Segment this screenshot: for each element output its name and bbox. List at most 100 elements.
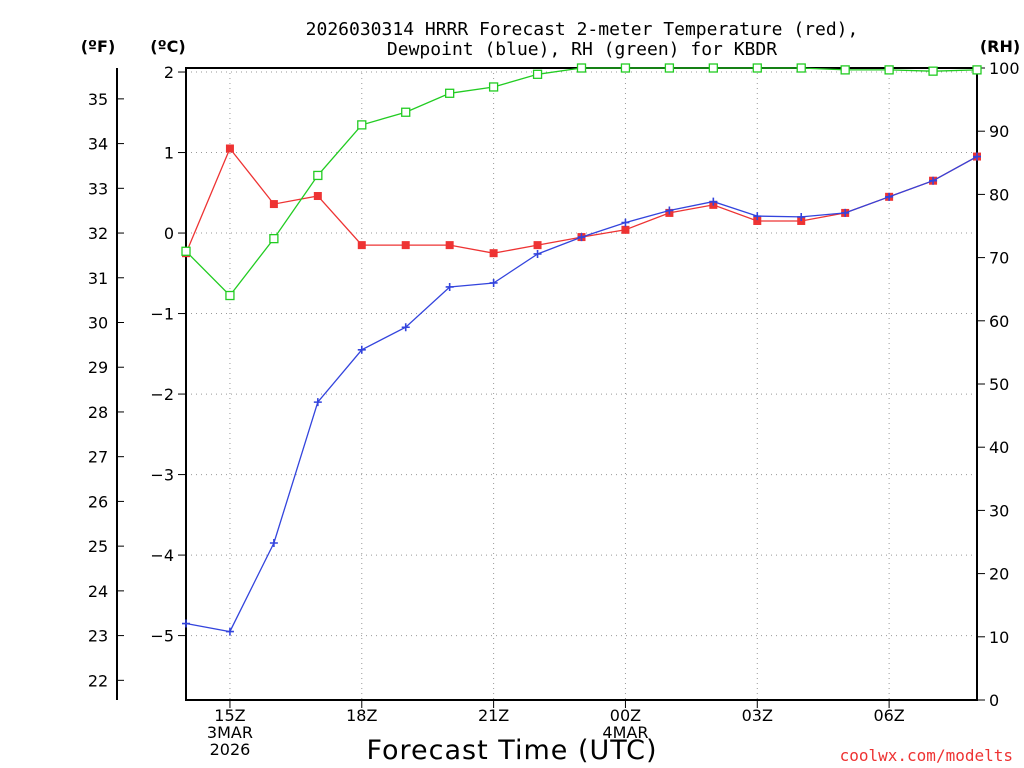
fahrenheit-tick-label: 34 [88,135,108,154]
rh-point [313,170,323,181]
x-tick-label: 00Z [610,706,641,725]
fahrenheit-tick-label: 28 [88,403,108,422]
rh-tick-label: 100 [989,59,1020,78]
rh-point [181,246,191,256]
x-axis-label: Forecast Time (UTC) [366,735,657,766]
rh-point [357,120,367,130]
dewpoint-point [182,619,190,628]
rh-tick-label: 90 [989,122,1009,141]
x-tick-label: 4MAR [602,723,648,742]
rh-tick-label: 30 [989,501,1009,520]
fahrenheit-tick-label: 25 [88,537,108,556]
fahrenheit-tick-label: 24 [88,582,108,601]
series-layer [181,63,982,636]
dewpoint-point [665,206,674,215]
x-tick-label: 03Z [742,706,773,725]
fahrenheit-tick-label: 26 [88,492,108,511]
dewpoint-point [489,278,498,287]
dewpoint-point [445,282,454,291]
chart-title-line2: Dewpoint (blue), RH (green) for KBDR [387,39,777,60]
dewpoint-point [797,212,806,221]
rh-tick-label: 60 [989,312,1009,331]
rh-tick-label: 40 [989,438,1009,457]
fahrenheit-tick-label: 35 [88,90,108,109]
rh-point [269,233,279,244]
dewpoint-point [709,197,718,206]
rh-point [884,65,894,75]
rh-tick-label: 10 [989,628,1009,647]
fahrenheit-unit-label: (ºF) [81,37,116,56]
x-tick-label: 2026 [210,740,251,759]
rh-tick-label: 80 [989,185,1009,204]
fahrenheit-tick-label: 30 [88,313,108,332]
temperature-point [225,144,234,153]
rh-point [225,290,235,301]
celsius-tick-label: −5 [150,627,174,646]
dewpoint-point [885,192,894,201]
rh-point [488,82,499,92]
fahrenheit-tick-label: 29 [88,358,108,377]
dewpoint-point [533,249,542,258]
rh-tick-label: 0 [989,691,999,710]
temperature-point [489,249,498,258]
celsius-tick-label: −3 [150,466,174,485]
dewpoint-point [269,539,278,548]
temperature-point [621,225,630,234]
rh-tick-label: 50 [989,375,1009,394]
rh-unit-label: (RH) [980,37,1020,56]
celsius-unit-label: (ºC) [150,37,185,56]
rh-point [532,69,543,79]
dewpoint-point [929,176,938,185]
celsius-tick-label: −2 [150,385,174,404]
plot-frame [185,67,978,701]
rh-point [401,107,411,117]
x-tick-label: 06Z [873,706,904,725]
fahrenheit-tick-label: 22 [88,671,108,690]
celsius-tick-label: −1 [150,305,174,324]
rh-point [620,63,631,73]
fahrenheit-tick-label: 31 [88,269,108,288]
rh-point [576,63,587,73]
dewpoint-point [973,152,981,161]
fahrenheit-tick-label: 32 [88,224,108,243]
celsius-tick-label: 2 [164,63,174,82]
fahrenheit-tick-label: 27 [88,448,108,467]
temperature-point [269,200,278,209]
x-tick-label: 3MAR [207,723,253,742]
credit-text: coolwx.com/modelts [840,746,1013,765]
temperature-point [401,241,410,250]
celsius-tick-label: 0 [164,224,174,243]
dewpoint-point [621,218,630,227]
fahrenheit-tick-label: 23 [88,627,108,646]
temperature-point [533,241,542,250]
dewpoint-point [313,398,322,407]
temperature-point [357,241,366,250]
rh-point [708,63,718,73]
rh-tick-label: 20 [989,565,1009,584]
dewpoint-point [753,212,762,221]
dewpoint-point [225,627,234,636]
rh-line [185,67,978,297]
dewpoint-point [577,233,586,242]
x-tick-label: 18Z [346,706,377,725]
rh-point [972,65,982,75]
celsius-tick-label: 1 [164,144,174,163]
dewpoint-point [841,208,850,217]
dewpoint-point [401,323,410,332]
rh-point [752,63,762,73]
fahrenheit-tick-label: 33 [88,179,108,198]
rh-point [796,63,806,73]
temperature-point [313,192,322,201]
x-tick-label: 21Z [478,706,509,725]
x-tick-label: 15Z [214,706,245,725]
chart-title-line1: 2026030314 HRRR Forecast 2-meter Tempera… [306,19,859,40]
celsius-tick-label: −4 [150,546,174,565]
temperature-point [445,241,454,250]
rh-point [928,66,938,76]
rh-tick-label: 70 [989,249,1009,268]
rh-point [664,63,675,73]
grid-lines [186,68,977,700]
dewpoint-point [357,345,366,354]
